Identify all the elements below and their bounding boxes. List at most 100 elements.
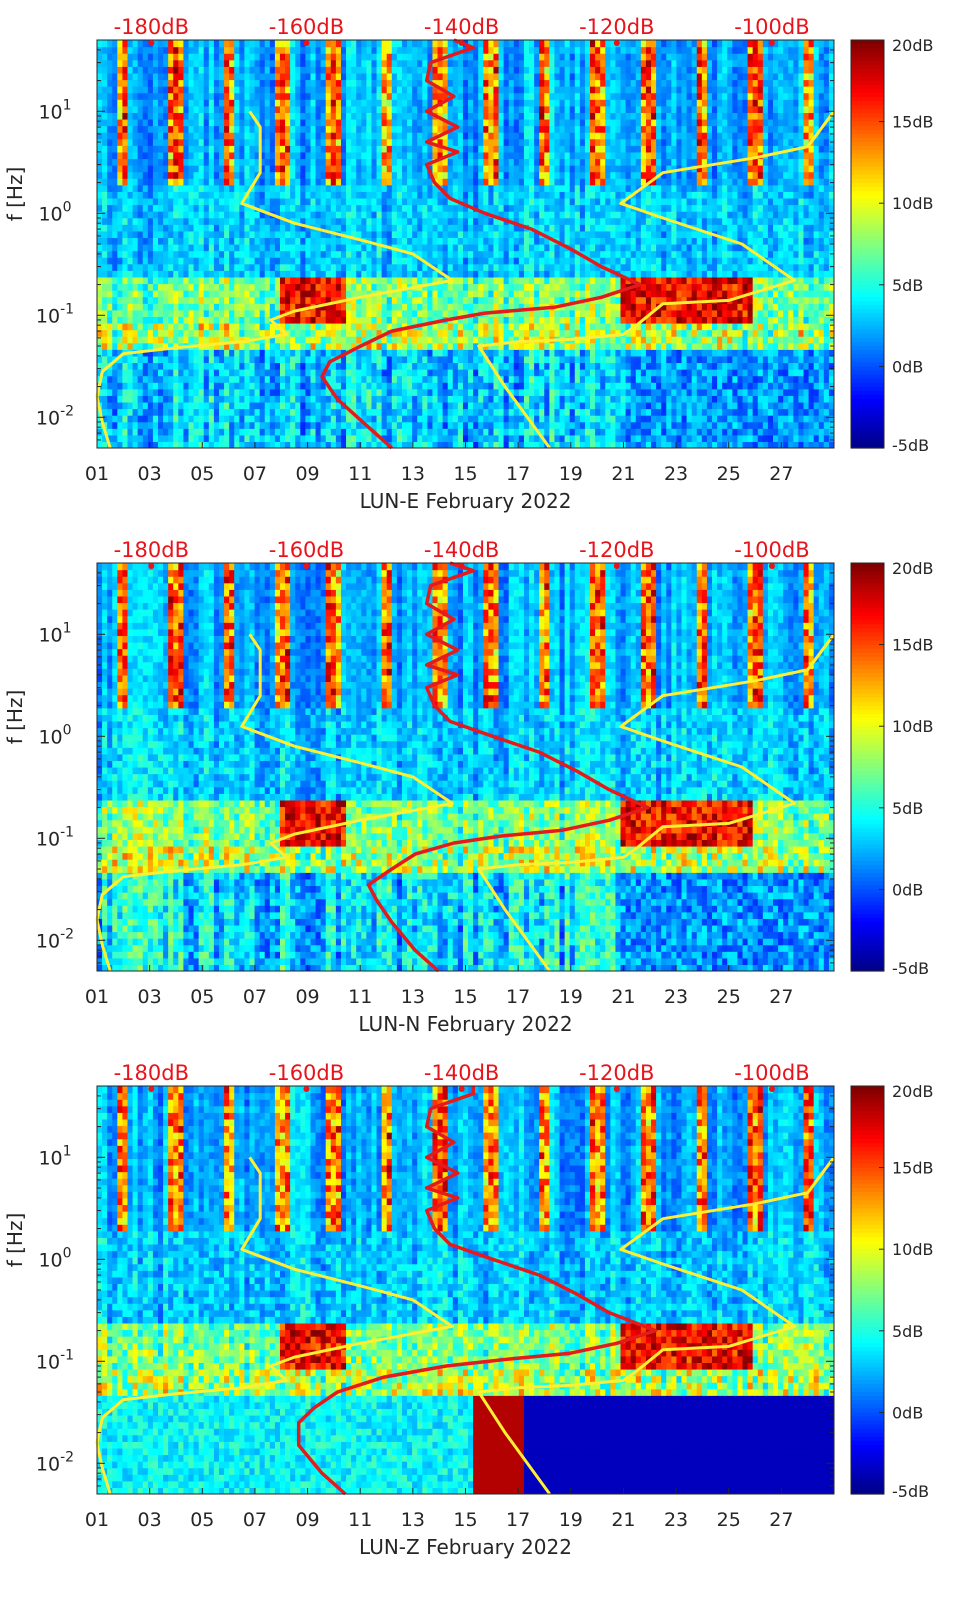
top-axis-tick <box>613 40 620 46</box>
x-tick-label: 07 <box>243 986 267 1008</box>
colorbar-frame <box>850 562 885 972</box>
top-axis-label: -160dB <box>269 1061 344 1085</box>
top-axis-label: -180dB <box>114 1061 189 1085</box>
x-tick-label: 17 <box>506 463 530 485</box>
colorbar-tick-label: 20dB <box>892 36 934 55</box>
x-tick-label: 05 <box>190 1509 214 1531</box>
colorbar-tick-label: 5dB <box>892 276 923 295</box>
top-axis-tick <box>458 563 465 569</box>
high-noise-model-line-lun-z <box>477 1156 836 1495</box>
top-axis-tick <box>768 563 775 569</box>
colorbar-tick-label: 0dB <box>892 357 923 376</box>
colorbar-tick-label: 5dB <box>892 799 923 818</box>
low-noise-model-line-lun-n <box>95 633 454 972</box>
colorbar-tick-label: 10dB <box>892 194 934 213</box>
y-tick-label: 10-2 <box>36 926 74 952</box>
x-tick-label: 21 <box>611 1509 635 1531</box>
x-tick-label: 09 <box>295 463 319 485</box>
y-tick-label: 101 <box>38 1143 71 1169</box>
low-noise-model-line-lun-z <box>95 1156 454 1495</box>
spectrogram <box>97 40 834 448</box>
x-tick-label: 27 <box>769 463 793 485</box>
panel-lun-n: 01 03 05 07 09 11 13 15 17 19 21 23 25 27 10-2 10-1 100 1… <box>3 538 934 1036</box>
x-tick-label: 13 <box>401 463 425 485</box>
y-tick-label: 10-1 <box>36 1347 74 1373</box>
colorbar-tick-label: -5dB <box>892 436 929 455</box>
x-tick-label: 11 <box>348 463 372 485</box>
y-tick-label: 10-1 <box>36 301 74 327</box>
top-axis-tick <box>458 1086 465 1092</box>
colorbar-tick-label: 15dB <box>892 1159 934 1178</box>
x-tick-label: 21 <box>611 986 635 1008</box>
top-axis-label: -100dB <box>734 538 809 562</box>
colorbar-tick-label: 10dB <box>892 717 934 736</box>
spectrogram <box>97 1086 834 1494</box>
x-tick-label: 01 <box>85 463 109 485</box>
x-tick-label: 11 <box>348 1509 372 1531</box>
top-axis-label: -160dB <box>269 538 344 562</box>
x-tick-label: 01 <box>85 986 109 1008</box>
top-axis-tick <box>148 40 155 46</box>
top-axis-tick <box>303 40 310 46</box>
x-tick-label: 23 <box>664 986 688 1008</box>
top-axis-label: -140dB <box>424 1061 499 1085</box>
top-axis-tick <box>148 563 155 569</box>
top-axis-tick <box>148 1086 155 1092</box>
colorbar: 20dB 15dB 10dB 5dB 0dB -5dB <box>850 36 934 455</box>
top-axis-label: -120dB <box>579 538 654 562</box>
y-tick-label: 10-2 <box>36 403 74 429</box>
x-tick-label: 27 <box>769 986 793 1008</box>
x-axis-label: LUN-N February 2022 <box>358 1012 572 1036</box>
top-axis-tick <box>303 563 310 569</box>
colorbar-tick-label: 15dB <box>892 636 934 655</box>
top-axis-label: -100dB <box>734 1061 809 1085</box>
x-tick-label: 15 <box>453 463 477 485</box>
x-tick-label: 09 <box>295 986 319 1008</box>
top-axis-tick <box>458 40 465 46</box>
top-axis-tick <box>768 1086 775 1092</box>
high-noise-model-line-lun-e <box>477 110 836 449</box>
x-tick-label: 25 <box>717 986 741 1008</box>
x-tick-label: 27 <box>769 1509 793 1531</box>
median-psd-line-lun-z <box>296 1086 658 1496</box>
x-tick-label: 23 <box>664 1509 688 1531</box>
median-psd-line-lun-n <box>366 561 650 973</box>
x-tick-label: 19 <box>559 463 583 485</box>
top-axis-tick <box>303 1086 310 1092</box>
x-tick-label: 17 <box>506 986 530 1008</box>
top-axis-label: -140dB <box>424 538 499 562</box>
colorbar: 20dB 15dB 10dB 5dB 0dB -5dB <box>850 559 934 978</box>
colorbar-tick-label: -5dB <box>892 1482 929 1501</box>
x-tick-label: 23 <box>664 463 688 485</box>
y-axis-label: f [Hz] <box>3 167 27 222</box>
y-tick-label: 10-2 <box>36 1449 74 1475</box>
y-axis-label: f [Hz] <box>3 1213 27 1268</box>
y-tick-label: 101 <box>38 620 71 646</box>
colorbar-tick-label: 20dB <box>892 559 934 578</box>
top-axis-label: -120dB <box>579 15 654 39</box>
x-tick-label: 03 <box>138 986 162 1008</box>
colorbar-frame <box>850 1085 885 1495</box>
top-axis-label: -120dB <box>579 1061 654 1085</box>
colorbar-tick-label: 5dB <box>892 1322 923 1341</box>
x-tick-label: 01 <box>85 1509 109 1531</box>
x-axis-label: LUN-Z February 2022 <box>359 1535 572 1559</box>
y-tick-label: 100 <box>38 199 71 225</box>
x-tick-label: 15 <box>453 986 477 1008</box>
x-tick-label: 25 <box>717 463 741 485</box>
x-tick-label: 13 <box>401 1509 425 1531</box>
colorbar-tick-label: 0dB <box>892 880 923 899</box>
y-tick-label: 100 <box>38 722 71 748</box>
y-tick-label: 10-1 <box>36 824 74 850</box>
colorbar-tick-label: 20dB <box>892 1082 934 1101</box>
colorbar: 20dB 15dB 10dB 5dB 0dB -5dB <box>850 1082 934 1501</box>
x-tick-label: 03 <box>138 463 162 485</box>
y-tick-label: 100 <box>38 1245 71 1271</box>
top-axis-label: -180dB <box>114 15 189 39</box>
colorbar-frame <box>850 39 885 449</box>
x-tick-label: 25 <box>717 1509 741 1531</box>
low-noise-model-line-lun-e <box>95 110 454 449</box>
x-tick-label: 21 <box>611 463 635 485</box>
x-tick-label: 05 <box>190 986 214 1008</box>
